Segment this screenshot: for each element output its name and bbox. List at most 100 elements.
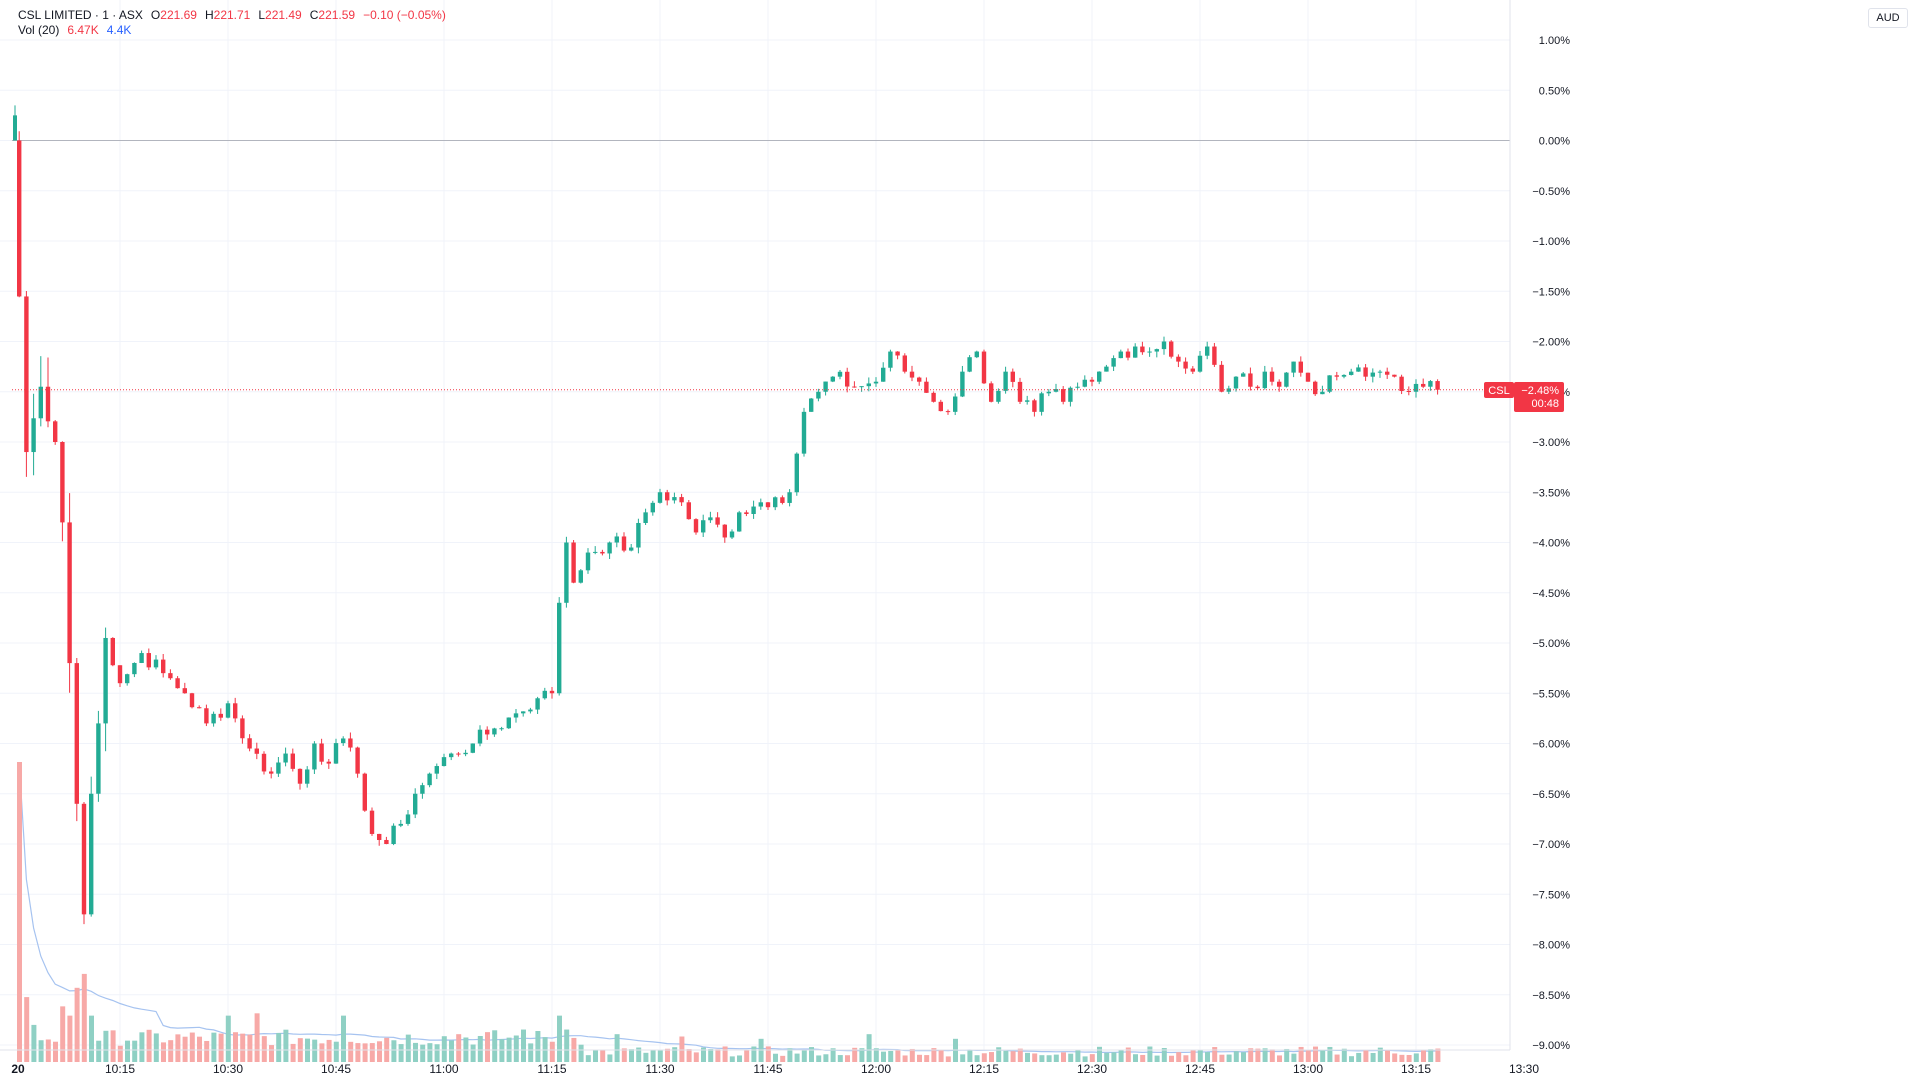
volume-bar [1413,1053,1419,1062]
candle-body [938,401,943,412]
candle-body [74,663,79,804]
candle-body [1269,371,1275,382]
candle [1233,376,1239,392]
candle-body [557,602,562,694]
candle [420,782,425,799]
candle-body [1320,391,1325,395]
volume-bar [629,1049,634,1062]
ohlc-low: L221.49 [258,8,302,22]
volume-bar [1241,1052,1246,1062]
symbol-title[interactable]: CSL LIMITED · 1 · ASX [18,8,143,22]
candle [859,386,864,392]
candle-body [1363,367,1368,377]
candle [305,766,310,788]
candle [1269,367,1275,386]
candle [715,512,720,528]
volume-bar [391,1040,397,1062]
volume-bar [67,1015,73,1062]
candle [614,532,619,548]
candle [585,548,591,574]
volume-bar [751,1046,757,1062]
last-price-tag[interactable]: CSL −2.48% 00:48 [1484,382,1564,412]
volume-row[interactable]: Vol (20) 6.47K 4.4K [18,23,446,38]
candle [996,388,1001,404]
candle-body [578,570,583,583]
candle [1226,385,1231,395]
volume-bar [1118,1049,1124,1062]
candle-body [830,376,835,382]
candle-body [405,814,411,824]
candle-body [477,729,483,744]
volume-bar [845,1055,850,1062]
volume-bar [225,1015,231,1062]
x-tick-label: 10:30 [213,1062,243,1076]
candle [1428,380,1433,391]
candle [909,365,915,382]
volume-bar [1205,1052,1210,1062]
candle-body [153,659,159,668]
volume-bar [837,1055,843,1062]
candle-body [571,542,576,583]
volume-bar [1377,1047,1383,1062]
candle-body [989,383,994,402]
candle [1435,379,1440,395]
candle [888,349,893,372]
volume-bar [1421,1049,1426,1062]
volume-bar [744,1049,750,1062]
candle-body [341,738,346,744]
candle-body [1377,371,1383,373]
candle [866,377,871,392]
candle [297,768,303,790]
candle-body [1161,341,1167,350]
volume-bar [24,997,30,1062]
volume-bar [780,1055,786,1062]
candle [629,543,634,552]
volume-label[interactable]: Vol (20) [18,23,60,37]
volume-bar [715,1049,721,1062]
volume-bar [1003,1050,1009,1062]
candle [456,752,461,757]
x-tick-label: 10:15 [105,1062,135,1076]
candle-body [362,773,367,811]
candle-body [333,743,339,764]
ohlc-row[interactable]: CSL LIMITED · 1 · ASX O221.69 H221.71 L2… [18,8,446,23]
volume-bar [607,1054,613,1062]
candle [1349,368,1354,376]
candle [1075,382,1080,389]
candle-body [1140,346,1145,353]
candle [801,407,807,457]
volume-bar [1053,1054,1059,1062]
volume-bar [103,1030,109,1062]
y-tick-label: −6.50% [1532,789,1570,801]
volume-bar [1183,1055,1189,1062]
volume-moving-average [18,761,1438,1054]
candle-body [758,502,763,507]
x-tick-label: 12:45 [1185,1062,1215,1076]
candle-body [729,531,735,538]
candle [1039,391,1044,416]
volume-bar [1046,1055,1052,1062]
currency-button[interactable]: AUD [1868,8,1908,28]
candle [1262,365,1267,390]
volume-bar [528,1043,534,1062]
candle [81,801,87,925]
candle [1334,371,1339,381]
volume-bar [269,1045,274,1062]
volume-bar [1356,1052,1362,1062]
candle-body [1017,381,1023,402]
volume-bar [1161,1048,1167,1062]
candle [1032,398,1037,417]
candle-body [809,398,814,412]
candle-body [1349,371,1354,375]
candle [276,756,281,777]
candle-body [125,674,130,684]
candle [175,676,180,689]
candle [269,767,274,779]
candle-body [434,766,439,774]
candle [693,518,699,535]
y-tick-label: −2.00% [1532,337,1570,349]
x-tick-label: 11:30 [645,1062,674,1076]
y-tick-label: −1.50% [1532,286,1570,298]
y-axis-tick-labels: 1.00% 0.50% 0.00% −0.50% −1.00% −1.50% −2.00% −… [1532,35,1570,1052]
